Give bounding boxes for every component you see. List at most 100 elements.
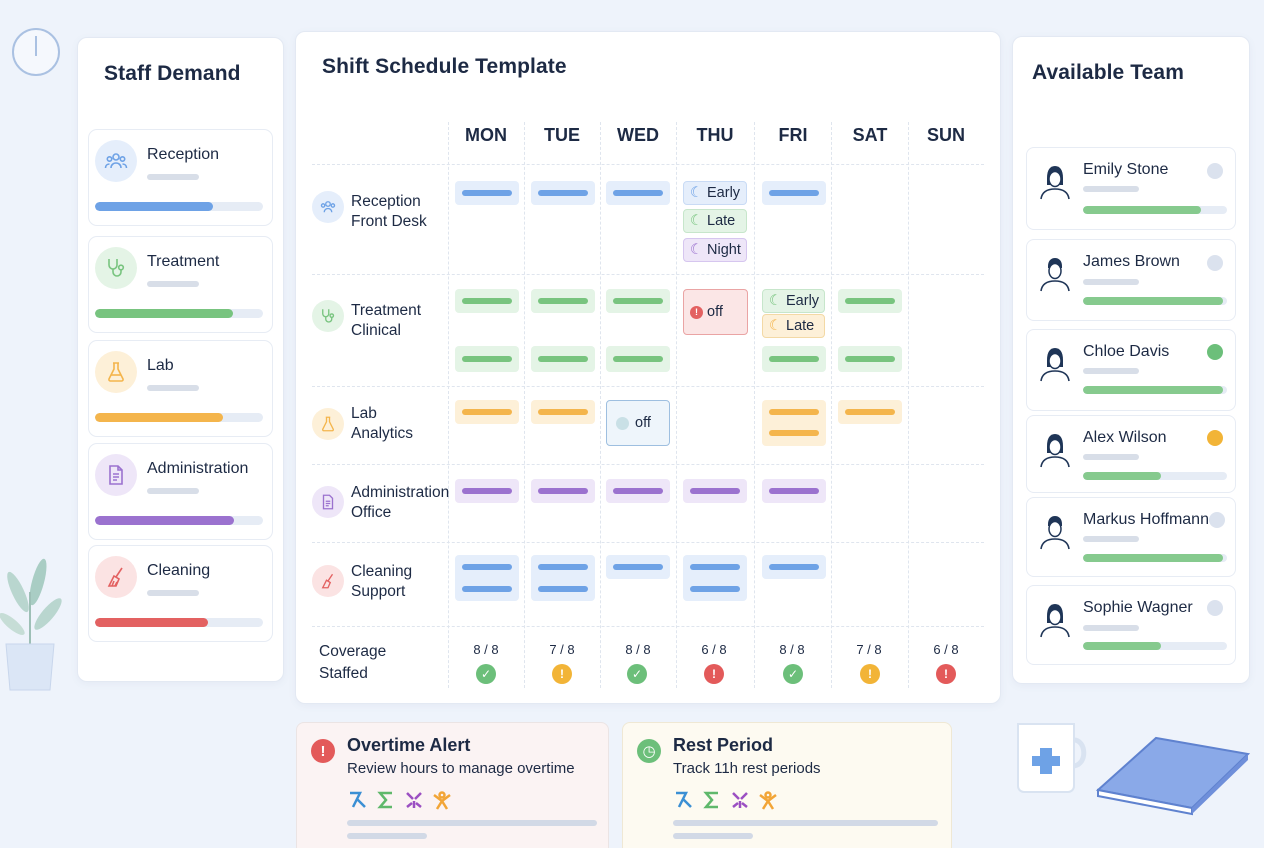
day-header-thu: THU xyxy=(696,125,734,145)
overtime-alert-card[interactable]: ! Overtime Alert Review hours to manage … xyxy=(296,722,609,848)
shift-late[interactable]: ☾ Late xyxy=(683,209,747,233)
shift-slot[interactable] xyxy=(455,289,519,313)
rest-period-title: Rest Period xyxy=(673,735,774,755)
shift-off[interactable]: off xyxy=(606,400,670,446)
shift-slot[interactable] xyxy=(762,400,826,446)
check-icon: ✓ xyxy=(783,664,803,684)
moon-icon: ☾ xyxy=(690,242,703,258)
document-icon xyxy=(95,454,137,496)
day-header-fri: FRI xyxy=(778,125,808,145)
member-name: James Brown xyxy=(1083,253,1180,270)
team-member-card[interactable]: Markus Hoffmann xyxy=(1026,497,1236,577)
people-icon xyxy=(95,140,137,182)
demand-subline xyxy=(147,281,199,287)
day-header-sun: SUN xyxy=(926,125,965,145)
schedule-title: Shift Schedule Template xyxy=(322,55,567,78)
member-load-bar xyxy=(1083,472,1227,480)
stethoscope-icon xyxy=(312,300,344,332)
shift-slot[interactable] xyxy=(531,346,595,372)
demand-card-treatment[interactable]: Treatment xyxy=(88,236,273,333)
shift-slot[interactable] xyxy=(762,479,826,503)
status-dot-icon xyxy=(616,416,629,430)
shift-slot[interactable] xyxy=(762,181,826,205)
status-dot-idle xyxy=(1207,255,1223,271)
member-subline xyxy=(1083,454,1139,460)
member-subline xyxy=(1083,368,1139,374)
shift-slot[interactable] xyxy=(455,181,519,205)
coverage-value: 8 / 8 xyxy=(625,642,651,657)
member-name: Chloe Davis xyxy=(1083,343,1170,360)
sum-icon xyxy=(703,791,718,809)
demand-card-cleaning[interactable]: Cleaning xyxy=(88,545,273,642)
shift-off[interactable]: ! off xyxy=(683,289,748,335)
action-icons xyxy=(673,789,779,811)
member-subline xyxy=(1083,625,1139,631)
shift-slot[interactable] xyxy=(531,479,595,503)
shift-early[interactable]: ☾ Early xyxy=(762,289,825,313)
shift-slot[interactable] xyxy=(606,181,670,205)
row-label-administration: Administration Office xyxy=(351,484,450,521)
shift-slot[interactable] xyxy=(455,479,519,503)
spark-icon xyxy=(732,792,748,808)
shift-night[interactable]: ☾ Night xyxy=(683,238,747,262)
team-member-card[interactable]: Emily Stone xyxy=(1026,147,1236,230)
avatar xyxy=(1040,166,1070,200)
demand-card-lab[interactable]: Lab xyxy=(88,340,273,437)
shift-slot[interactable] xyxy=(683,555,747,601)
day-header-mon: MON xyxy=(465,125,507,145)
demand-card-reception[interactable]: Reception xyxy=(88,129,273,226)
book-decoration xyxy=(1096,736,1251,816)
demand-card-administration[interactable]: Administration xyxy=(88,443,273,540)
alert-icon: ! xyxy=(690,305,703,319)
coverage-value: 7 / 8 xyxy=(856,642,882,657)
wall-clock-icon xyxy=(12,28,60,76)
member-name: Markus Hoffmann xyxy=(1083,511,1209,528)
people-icon xyxy=(312,191,344,223)
shift-slot[interactable] xyxy=(606,346,670,372)
shift-slot[interactable] xyxy=(455,555,519,601)
shift-slot[interactable] xyxy=(606,555,670,579)
shift-early[interactable]: ☾ Early xyxy=(683,181,747,205)
overtime-alert-title: Overtime Alert xyxy=(347,735,471,755)
team-member-card[interactable]: James Brown xyxy=(1026,239,1236,321)
day-header-sat: SAT xyxy=(852,125,888,145)
shift-slot[interactable] xyxy=(531,181,595,205)
rest-period-card[interactable]: ◷ Rest Period Track 11h rest periods xyxy=(622,722,952,848)
member-load-bar xyxy=(1083,297,1227,305)
shift-slot[interactable] xyxy=(455,400,519,424)
demand-progress xyxy=(95,309,263,318)
status-dot-busy xyxy=(1207,430,1223,446)
moon-icon: ☾ xyxy=(690,213,703,229)
member-subline xyxy=(1083,279,1139,285)
shift-late[interactable]: ☾ Late xyxy=(762,314,825,338)
placeholder-line xyxy=(673,833,753,839)
shift-slot[interactable] xyxy=(531,289,595,313)
demand-label: Administration xyxy=(147,460,249,477)
row-label-cleaning: Cleaning Support xyxy=(351,563,413,600)
shift-slot[interactable] xyxy=(762,346,826,372)
status-dot-idle xyxy=(1207,163,1223,179)
shift-slot[interactable] xyxy=(838,289,902,313)
shift-slot[interactable] xyxy=(838,346,902,372)
team-member-card[interactable]: Alex Wilson xyxy=(1026,415,1236,493)
member-name: Sophie Wagner xyxy=(1083,599,1193,616)
shift-slot[interactable] xyxy=(606,289,670,313)
member-name: Alex Wilson xyxy=(1083,429,1167,446)
team-member-card[interactable]: Chloe Davis xyxy=(1026,329,1236,411)
shift-slot[interactable] xyxy=(531,555,595,601)
action-icons xyxy=(347,789,453,811)
shift-slot[interactable] xyxy=(683,479,747,503)
member-subline xyxy=(1083,186,1139,192)
shift-slot[interactable] xyxy=(838,400,902,424)
demand-progress xyxy=(95,413,263,422)
alert-icon: ! xyxy=(311,739,335,763)
demand-label: Lab xyxy=(147,357,174,374)
avatar xyxy=(1040,434,1070,468)
shift-slot[interactable] xyxy=(762,555,826,579)
shift-slot[interactable] xyxy=(455,346,519,372)
stethoscope-icon xyxy=(95,247,137,289)
shift-slot[interactable] xyxy=(531,400,595,424)
clock-icon: ◷ xyxy=(637,739,661,763)
team-member-card[interactable]: Sophie Wagner xyxy=(1026,585,1236,665)
shift-slot[interactable] xyxy=(606,479,670,503)
